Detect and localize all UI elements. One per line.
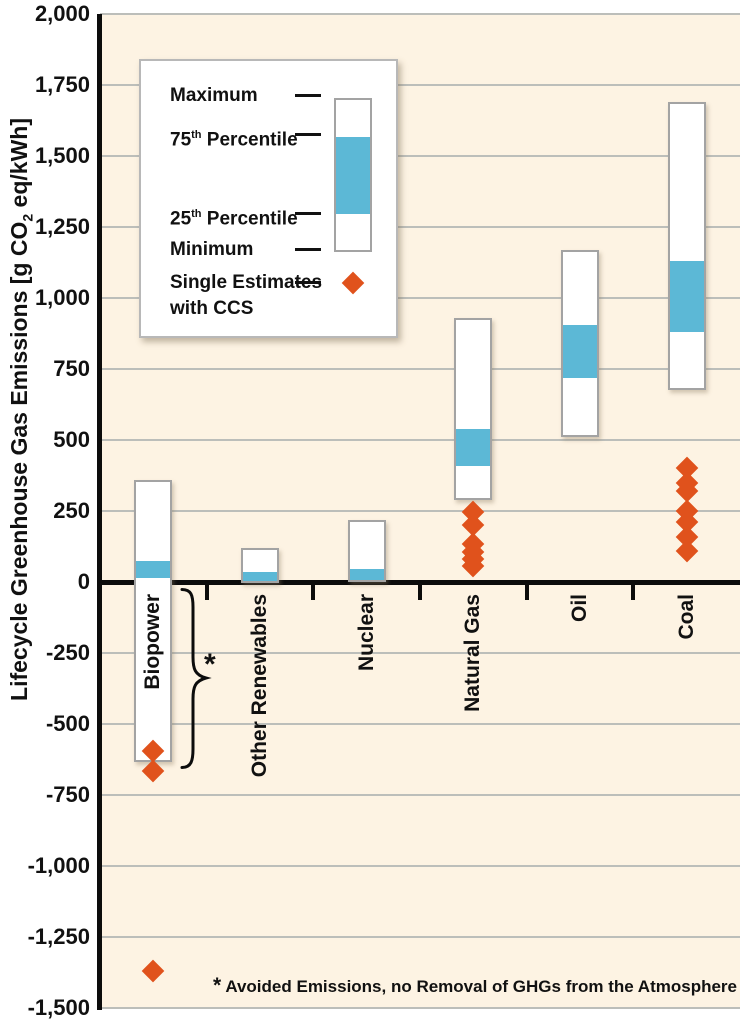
gridline-1,750 [100, 84, 740, 86]
gridline-1,500 [100, 155, 740, 157]
y-tick-label-500: 500 [53, 427, 90, 452]
iqr-band-oil [563, 324, 597, 378]
y-tick-label-750: 750 [53, 356, 90, 381]
y-axis-line [97, 14, 102, 1010]
y-axis-title-units: eq/kWh] [6, 118, 32, 214]
y-tick-label-2,000: 2,000 [34, 1, 90, 26]
legend-label-maximum: Maximum [170, 85, 258, 106]
y-axis-title-text: Lifecycle Greenhouse Gas Emissions [g CO [6, 221, 32, 701]
legend-sample-iqr-band [336, 137, 370, 214]
y-tick-label--1,250: -1,250 [27, 924, 90, 949]
y-tick-label-1,250: 1,250 [34, 214, 90, 239]
gridline--1,000 [100, 865, 740, 867]
y-tick-label-1,750: 1,750 [34, 72, 90, 97]
gridline--500 [100, 723, 740, 725]
y-tick-label--1,000: -1,000 [27, 853, 90, 878]
ccs-estimate-diamond [142, 760, 165, 783]
y-tick-label-1,500: 1,500 [34, 143, 90, 168]
range-box-coal [667, 102, 706, 391]
gridline-500 [100, 439, 740, 441]
category-label-coal: Coal [674, 594, 698, 640]
category-label-oil: Oil [568, 594, 591, 623]
legend-sample-range-bar [334, 98, 372, 252]
y-tick-label-1,000: 1,000 [34, 285, 90, 310]
gridline--1,250 [100, 936, 740, 938]
y-tick-label--500: -500 [45, 711, 90, 736]
legend-label-with-ccs: with CCS [170, 298, 254, 319]
ccs-estimate-diamond [142, 959, 165, 983]
x-axis-tick [418, 582, 422, 600]
gridline--1,500 [100, 1007, 740, 1009]
range-box-natural-gas [454, 317, 493, 500]
legend-ccs-diamond-icon [341, 271, 365, 295]
y-tick-label--1,500: -1,500 [27, 995, 90, 1020]
category-label-biopower: Biopower [141, 594, 165, 690]
y-tick-label-0: 0 [77, 569, 90, 594]
legend-tick-75th [295, 133, 321, 136]
gridline--250 [100, 652, 740, 654]
range-box-oil [561, 249, 599, 438]
iqr-band-nuclear [349, 569, 384, 580]
range-box-other-renewables [241, 547, 279, 584]
x-axis-tick [204, 582, 209, 600]
y-axis-title: Lifecycle Greenhouse Gas Emissions [g CO… [6, 118, 36, 701]
legend-box: Maximum 75th Percentile 25th Percentile … [139, 59, 398, 338]
avoided-emissions-brace [180, 588, 212, 769]
gridline--750 [100, 794, 740, 796]
y-tick-label-250: 250 [53, 498, 90, 523]
iqr-band-other-renewables [243, 572, 277, 581]
x-axis-tick [524, 582, 529, 600]
category-label-natural-gas: Natural Gas [461, 594, 485, 712]
range-box-biopower [134, 479, 173, 762]
legend-tick-minimum [295, 248, 321, 251]
legend-label-75th-percentile: 75th Percentile [170, 129, 298, 151]
iqr-band-biopower [136, 560, 171, 578]
category-label-nuclear: Nuclear [354, 594, 378, 672]
gridline-250 [100, 510, 740, 512]
legend-label-minimum: Minimum [170, 239, 254, 260]
footnote: * Avoided Emissions, no Removal of GHGs … [213, 974, 737, 998]
footnote-asterisk: * [213, 974, 222, 997]
range-box-nuclear [347, 519, 386, 582]
legend-tick-maximum [295, 94, 321, 97]
y-tick-label--250: -250 [45, 640, 90, 665]
gridline-1,250 [100, 226, 740, 228]
footnote-text: Avoided Emissions, no Removal of GHGs fr… [221, 977, 737, 996]
iqr-band-coal [669, 261, 704, 333]
legend-tick-single-estimates [295, 281, 321, 284]
iqr-band-natural-gas [456, 428, 491, 466]
ccs-estimate-diamond [675, 539, 698, 563]
gridline-1,000 [100, 297, 740, 299]
y-tick-label--750: -750 [45, 782, 90, 807]
legend-label-single-estimates: Single Estimates [170, 272, 323, 293]
gridline-2,000 [100, 13, 740, 15]
legend-tick-25th [295, 212, 321, 215]
legend-label-25th-percentile: 25th Percentile [170, 208, 298, 230]
x-axis-tick [311, 582, 316, 600]
gridline-750 [100, 368, 740, 370]
category-label-other-renewables: Other Renewables [248, 594, 271, 778]
x-axis-tick [631, 582, 636, 600]
y-axis-title-subscript: 2 [19, 213, 36, 222]
avoided-emissions-asterisk: * [204, 648, 216, 681]
